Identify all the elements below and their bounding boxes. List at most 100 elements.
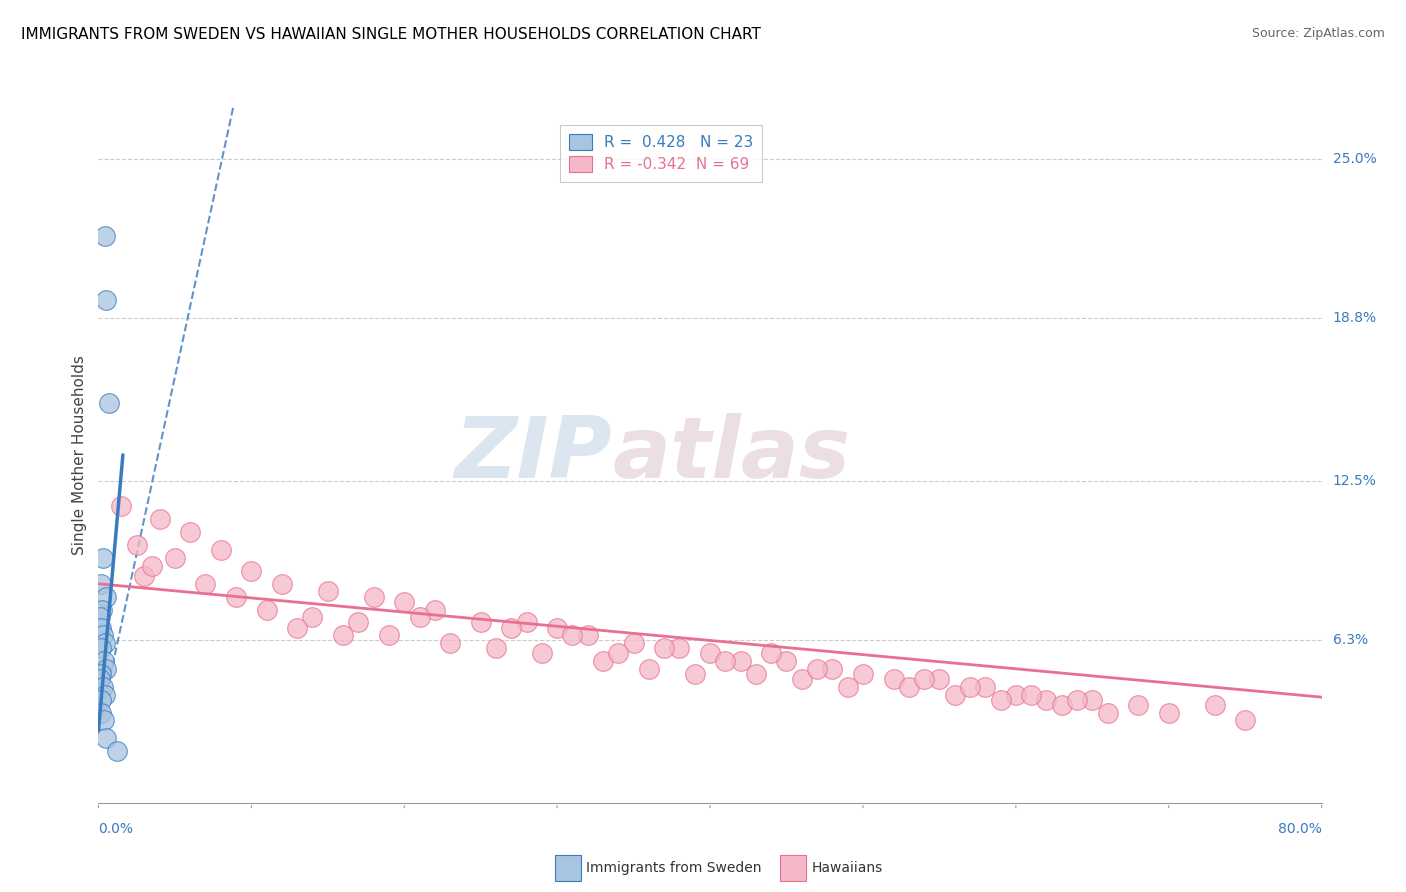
Point [959, 680, 981, 694]
Y-axis label: Single Mother Households: Single Mother Households [72, 355, 87, 555]
Point [485, 641, 508, 656]
Point [90, 641, 112, 656]
Point [93, 228, 115, 243]
Point [94, 662, 117, 676]
Point [516, 615, 538, 630]
Text: Hawaiians: Hawaiians [811, 861, 883, 875]
Point [1004, 688, 1026, 702]
Text: Source: ZipAtlas.com: Source: ZipAtlas.com [1251, 27, 1385, 40]
Point [98, 396, 121, 410]
Point [93, 688, 115, 702]
Point [149, 512, 172, 526]
Point [89, 610, 111, 624]
Legend: R =  0.428   N = 23, R = -0.342  N = 69: R = 0.428 N = 23, R = -0.342 N = 69 [560, 125, 762, 182]
Point [89, 672, 111, 686]
Point [256, 602, 278, 616]
Point [883, 672, 905, 686]
Point [363, 590, 385, 604]
Point [546, 621, 568, 635]
Point [852, 667, 875, 681]
Point [1157, 706, 1180, 720]
Point [270, 576, 294, 591]
Point [730, 654, 752, 668]
Point [1081, 692, 1104, 706]
Point [790, 672, 813, 686]
Point [607, 646, 630, 660]
Point [163, 551, 186, 566]
Point [530, 646, 553, 660]
Point [240, 564, 263, 578]
Point [94, 731, 117, 746]
Text: atlas: atlas [612, 413, 851, 497]
Text: 18.8%: 18.8% [1333, 311, 1376, 326]
Point [592, 654, 614, 668]
Text: Immigrants from Sweden: Immigrants from Sweden [586, 861, 762, 875]
Point [470, 615, 492, 630]
Text: 0.0%: 0.0% [98, 822, 134, 837]
Point [332, 628, 354, 642]
Point [316, 584, 339, 599]
Point [91, 680, 114, 694]
Point [1128, 698, 1150, 712]
Text: ZIP: ZIP [454, 413, 612, 497]
Point [90, 692, 112, 706]
Point [90, 576, 112, 591]
Point [561, 628, 583, 642]
Point [347, 615, 370, 630]
Point [439, 636, 461, 650]
Point [423, 602, 446, 616]
Point [1066, 692, 1088, 706]
Point [94, 590, 117, 604]
Point [94, 293, 117, 308]
Point [1097, 706, 1119, 720]
Point [912, 672, 935, 686]
Point [179, 525, 201, 540]
Point [775, 654, 797, 668]
Text: 6.3%: 6.3% [1333, 633, 1368, 648]
Point [714, 654, 737, 668]
Point [90, 621, 112, 635]
Point [1050, 698, 1073, 712]
Text: 12.5%: 12.5% [1333, 474, 1376, 488]
Point [378, 628, 401, 642]
Point [110, 500, 132, 514]
Point [699, 646, 721, 660]
Point [974, 680, 997, 694]
Point [209, 543, 232, 558]
Point [91, 551, 114, 566]
Point [683, 667, 706, 681]
Point [837, 680, 859, 694]
Point [90, 706, 112, 720]
Text: 25.0%: 25.0% [1333, 152, 1376, 166]
Point [668, 641, 690, 656]
Point [806, 662, 828, 676]
Point [1019, 688, 1042, 702]
Point [93, 654, 115, 668]
Point [637, 662, 661, 676]
Point [943, 688, 966, 702]
Point [1234, 714, 1257, 728]
Point [301, 610, 323, 624]
Text: IMMIGRANTS FROM SWEDEN VS HAWAIIAN SINGLE MOTHER HOUSEHOLDS CORRELATION CHART: IMMIGRANTS FROM SWEDEN VS HAWAIIAN SINGL… [21, 27, 761, 42]
Point [194, 576, 217, 591]
Point [392, 595, 416, 609]
Point [501, 621, 523, 635]
Point [125, 538, 148, 552]
Point [91, 602, 114, 616]
Point [141, 558, 163, 573]
Point [134, 569, 156, 583]
Text: 80.0%: 80.0% [1278, 822, 1322, 837]
Point [1035, 692, 1057, 706]
Point [93, 714, 115, 728]
Point [928, 672, 950, 686]
Point [745, 667, 768, 681]
Point [576, 628, 599, 642]
Point [105, 744, 128, 758]
Point [897, 680, 920, 694]
Point [225, 590, 247, 604]
Point [761, 646, 783, 660]
Point [821, 662, 844, 676]
Point [1204, 698, 1226, 712]
Point [652, 641, 675, 656]
Point [623, 636, 645, 650]
